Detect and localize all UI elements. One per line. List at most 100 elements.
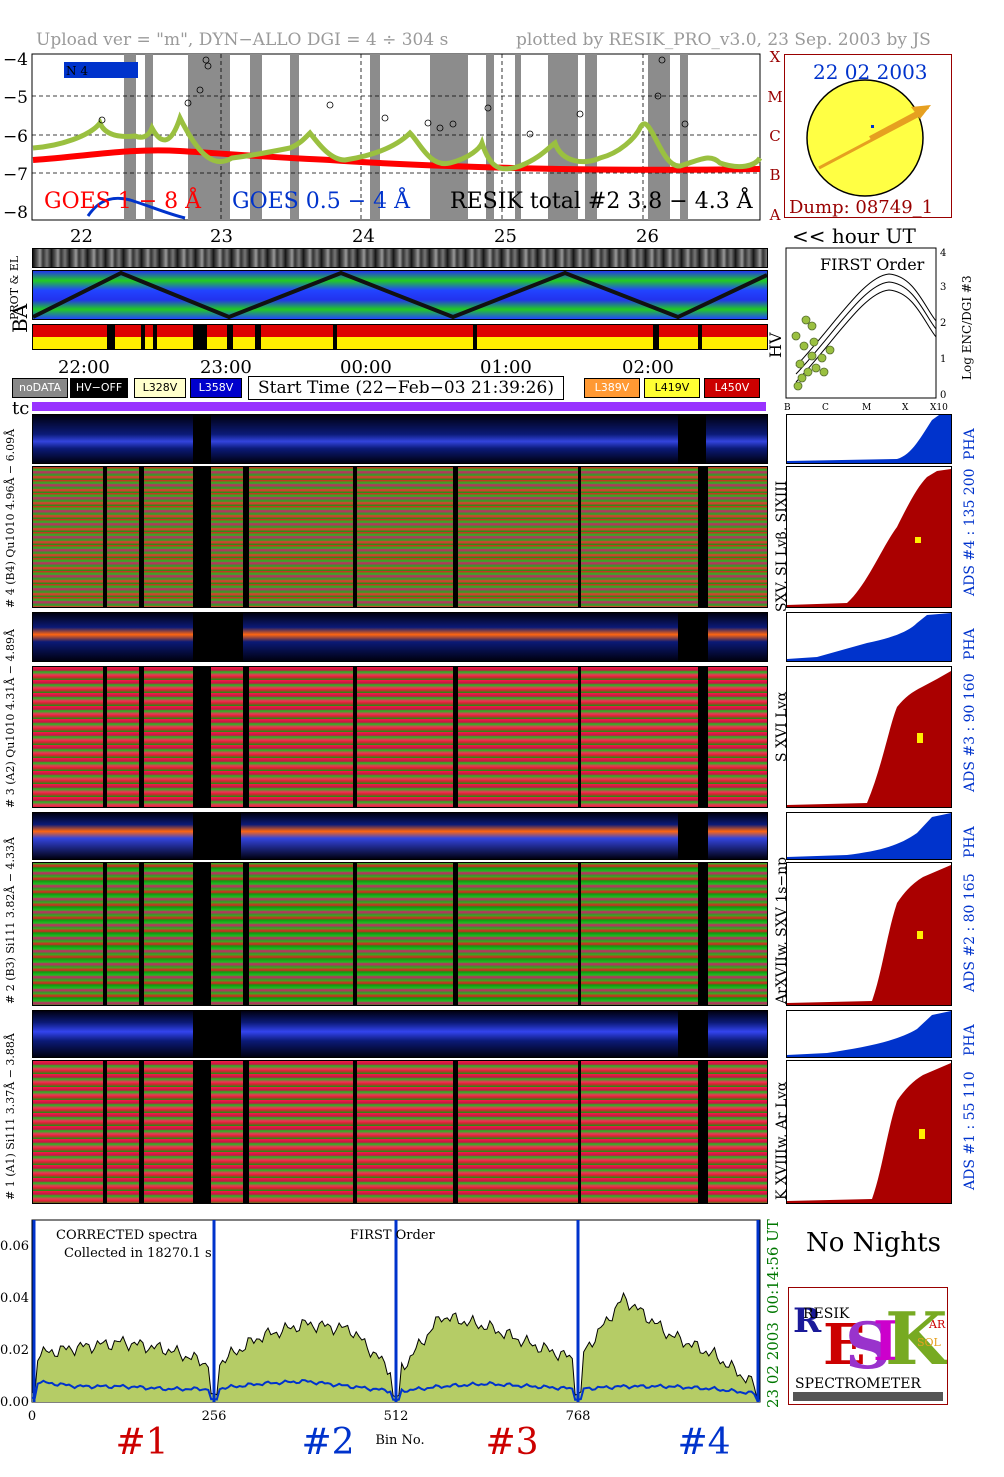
goes-gray-bands [124,54,688,220]
spectrogram-2 [32,862,768,1006]
ba-strip [32,324,768,350]
first-order-ylabel: Log ENC/DGI #3 [960,275,974,380]
goes-class-letter: X [770,48,781,66]
logo-spectrometer: SPECTROMETER [795,1376,921,1392]
header-left: Upload ver = "m", DYN−ALLO DGI = 4 ÷ 304… [36,30,449,50]
first-order-ytick: 0 [940,390,946,401]
first-order-title: FIRST Order [820,255,925,274]
first-order-xtick: X10 [930,403,948,413]
goes-class-letter: A [769,206,781,224]
spectrogram-4 [32,466,768,608]
goes-class-letter: M [767,88,782,106]
goes-ytick: −5 [3,88,28,108]
legend-419v: L419V [644,378,700,398]
goes-05-4-line [86,196,186,220]
channel-2-ads: ADS #2 : 80 165 [962,873,978,992]
legend-389v: L389V [584,378,640,398]
spectrum-ytick: 0.04 [0,1291,29,1306]
channel-4-label: # 4 (B4) Qu1010 4.96Å − 6.09Å [4,428,17,608]
goes-badge: N 4 [66,64,88,78]
day-tick: 23 [210,226,233,247]
pha-map-3 [32,612,768,662]
hour-ut-label: << hour UT [792,224,916,248]
spectrum-collected: Collected in 18270.1 s [64,1246,212,1261]
particle-strip [32,270,768,320]
tc-bar [32,402,766,411]
channel-2-label: # 2 (B3) Si111 3.82Å − 4.33Å [4,837,17,1004]
resik-total-line [32,111,763,172]
hour-tick: 02:00 [622,357,674,378]
goes-plot: −4 −5 −6 −7 −8 X M C B A N 4 GOES 1 − 8 … [3,48,783,224]
logo-small: RESIK [803,1306,850,1322]
legend-328v: L328V [134,378,186,398]
goes-class-letter: C [769,127,780,145]
svg-text:E: E [823,1312,866,1378]
day-tick: 25 [494,226,517,247]
spectrum-first-order: FIRST Order [350,1228,436,1243]
channel-4-pha-label: PHA [962,428,978,460]
channel-mark-3: #3 [485,1422,538,1463]
legend-nodata: noDATA [12,378,68,398]
channel-1-label: # 1 (A1) Si111 3.37Å − 3.88Å [4,1033,17,1200]
spectrum-xtick: 768 [566,1409,591,1424]
goes-ytick: −7 [3,165,28,185]
legend-resik: RESIK total #2 3.8 − 4.3 Å [450,186,754,214]
goes-panel: −4 −5 −6 −7 −8 X M C B A N 4 GOES 1 − 8 … [0,48,790,228]
spectrum-chart: 0.00 0.02 0.04 0.06 0 256 512 768 CORRECTED sp… [0,1212,790,1472]
channel-mark-4: #4 [677,1422,730,1463]
first-order-xtick: B [784,403,791,413]
first-order-ytick: 3 [940,282,946,293]
goes-ytick: −6 [3,127,28,147]
ads-plot-4 [786,466,952,608]
goes-class-letter: B [769,166,780,184]
goes-ytick: −8 [3,203,28,223]
channel-3-ads: ADS #3 : 90 160 [962,673,978,792]
channel-3-pha-label: PHA [962,628,978,660]
sun-box: 22 02 2003 Dump: 08749_1 [784,54,952,218]
legend-450v: L450V [704,378,760,398]
sun-diagram: 22 02 2003 Dump: 08749_1 [789,60,933,218]
header-right: plotted by RESIK_PRO_v3.0, 23 Sep. 2003 … [516,30,931,50]
ads-plot-3 [786,666,952,808]
spectrogram-1 [32,1060,768,1204]
hour-tick: 00:00 [340,357,392,378]
exposure-strip [32,248,768,268]
start-time: Start Time (22−Feb−03 21:39:26) [248,376,564,400]
channel-1-ads: ADS #1 : 55 110 [962,1071,978,1190]
channel-3-label: # 3 (A2) Qu1010 4.31Å − 4.89Å [4,629,17,808]
spectrum-xtick: 0 [28,1409,36,1424]
channel-1-pha-label: PHA [962,1024,978,1056]
channel-2-pha-label: PHA [962,826,978,858]
ba-gaps [107,325,702,349]
channel-mark-1: #1 [115,1422,168,1463]
spectrum-title: CORRECTED spectra [56,1228,198,1243]
legend-goes-05-4: GOES 0.5 − 4 Å [232,186,411,214]
hv-label: HV [766,332,785,358]
svg-text:R: R [793,1301,822,1341]
legend-hvoff: HV−OFF [70,378,128,398]
spectrum-ut-label: 00:14:56 UT [764,1219,782,1314]
logo-ar: AR [928,1318,946,1331]
resik-logo-art: R E S I K RESIK SOL AR SPECTROMETER [793,1296,947,1401]
logo-sol: SOL [917,1336,942,1349]
sun-disk [806,79,924,197]
pha-plot-4 [786,414,952,464]
legend-goes-1-8: GOES 1 − 8 Å [44,186,202,214]
hour-tick: 22:00 [58,357,110,378]
sun-arrow [911,105,931,119]
channel-mark-2: #2 [301,1422,354,1463]
tc-label: tc [12,398,30,419]
spectrum-xtick: 512 [384,1409,409,1424]
first-order-xtick: M [862,403,871,413]
spectrum-ytick: 0.00 [0,1395,29,1410]
hour-tick: 23:00 [200,357,252,378]
first-order-panel: FIRST Order 4 3 2 1 0 B C M X X10 [784,246,954,414]
first-order-ytick: 2 [940,318,946,329]
legend-358v: L358V [190,378,242,398]
spectrum-date-label: 23 02 2003 [764,1322,782,1408]
first-order-plot: FIRST Order 4 3 2 1 0 B C M X X10 [784,247,948,413]
ba-label: BA [8,303,32,333]
day-tick: 24 [352,226,375,247]
sun-date: 22 02 2003 [813,60,928,84]
no-nights: No Nights [806,1228,941,1258]
